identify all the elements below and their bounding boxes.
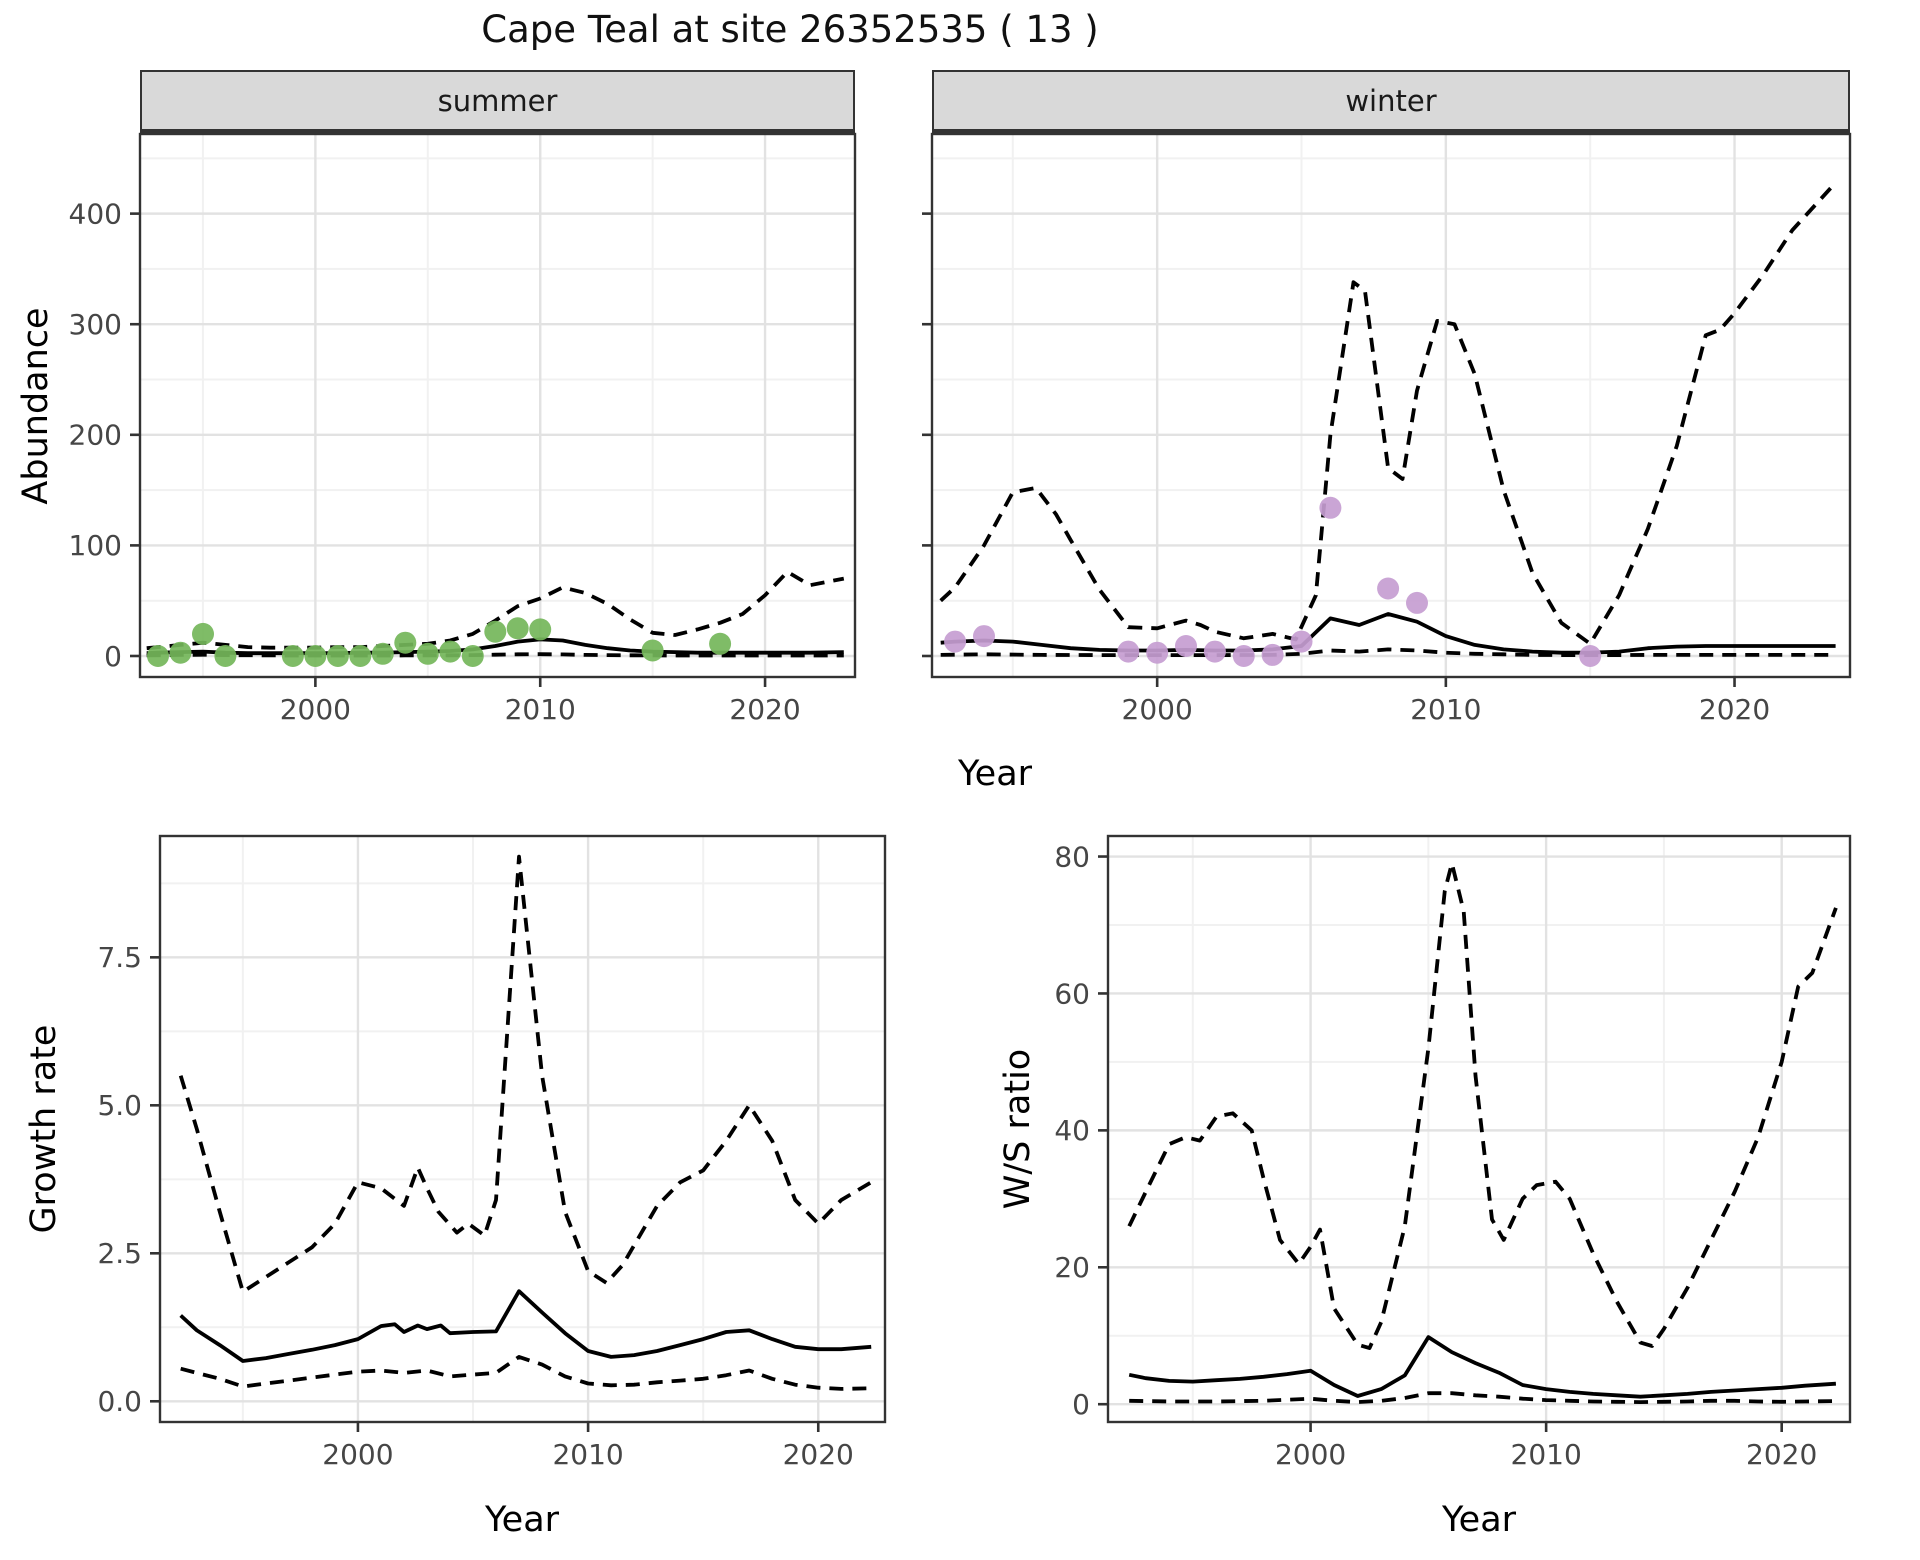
abundance-summer-upper-ci-line [146,570,845,651]
svg-text:2020: 2020 [783,1438,854,1471]
svg-text:60: 60 [1054,977,1090,1010]
x-axis-title-growth: Year [484,1500,560,1540]
abundance-winter-upper-ci-line [939,181,1838,646]
page-title: Cape Teal at site 26352535 ( 13 ) [481,8,1099,51]
abundance-summer-observation-points [147,617,732,667]
svg-text:0: 0 [104,640,122,673]
growth-rate-tick-labels: 2000 2010 2020 0.0 2.5 5.0 7.5 [97,941,853,1471]
svg-text:2020: 2020 [729,693,800,726]
abundance-winter-panel: 2000 2010 2020 [922,132,1852,726]
abundance-winter-lower-ci-line [940,647,1836,657]
facet-strip-summer: summer [140,70,855,134]
abundance-summer-tick-labels: 2000 2010 2020 0 100 200 300 400 [69,197,801,726]
facet-strip-summer-label: summer [437,83,558,118]
svg-text:0.0: 0.0 [97,1385,142,1418]
abundance-winter-observation-points [944,496,1602,667]
facet-strip-winter: winter [932,70,1850,134]
growth-rate-gridlines [160,836,885,1422]
svg-text:7.5: 7.5 [97,941,142,974]
ws-ratio-upper-ci-line [1127,861,1838,1350]
growth-rate-border [158,834,887,1424]
y-axis-title-ws-ratio: W/S ratio [998,1048,1038,1210]
facet-strip-winter-label: winter [1345,83,1437,118]
growth-rate-upper-ci-line [178,854,873,1294]
svg-text:2020: 2020 [1746,1438,1817,1471]
abundance-summer-border [138,132,857,679]
svg-text:2010: 2010 [505,693,576,726]
ws-ratio-fit-line [1128,1335,1837,1399]
svg-text:2010: 2010 [1511,1438,1582,1471]
abundance-winter-tick-labels: 2000 2010 2020 [922,212,1770,726]
svg-text:0: 0 [1072,1388,1090,1421]
svg-text:300: 300 [69,308,122,341]
x-axis-title-top: Year [957,754,1033,794]
svg-text:2020: 2020 [1699,693,1770,726]
growth-rate-panel: 2000 2010 2020 0.0 2.5 5.0 7.5 [97,834,887,1471]
svg-text:400: 400 [69,197,122,230]
svg-text:2000: 2000 [322,1438,393,1471]
svg-text:80: 80 [1054,840,1090,873]
abundance-winter-border [930,132,1852,679]
svg-text:40: 40 [1054,1114,1090,1147]
svg-text:2000: 2000 [280,693,351,726]
svg-text:5.0: 5.0 [97,1089,142,1122]
svg-text:100: 100 [69,529,122,562]
ws-ratio-lower-ci-line [1129,1391,1836,1404]
x-axis-title-ws: Year [1441,1500,1517,1540]
growth-rate-lower-ci-line [180,1355,872,1391]
y-axis-title-growth-rate: Growth rate [24,1024,64,1234]
growth-rate-fit-line [179,1289,872,1363]
svg-text:2.5: 2.5 [97,1237,142,1270]
abundance-summer-gridlines [140,134,855,677]
svg-text:200: 200 [69,419,122,452]
abundance-summer-panel: 2000 2010 2020 0 100 200 300 400 [69,132,857,726]
abundance-winter-fit-line [940,612,1836,655]
ws-ratio-gridlines [1108,836,1850,1422]
svg-text:2000: 2000 [1275,1438,1346,1471]
y-axis-title-abundance: Abundance [16,307,56,505]
svg-text:2010: 2010 [1410,693,1481,726]
svg-text:2010: 2010 [552,1438,623,1471]
ws-ratio-panel: 2000 2010 2020 0 20 40 60 80 [1054,834,1852,1471]
svg-text:2000: 2000 [1122,693,1193,726]
ws-ratio-tick-labels: 2000 2010 2020 0 20 40 60 80 [1054,840,1817,1471]
ws-ratio-border [1106,834,1852,1424]
svg-text:20: 20 [1054,1251,1090,1284]
